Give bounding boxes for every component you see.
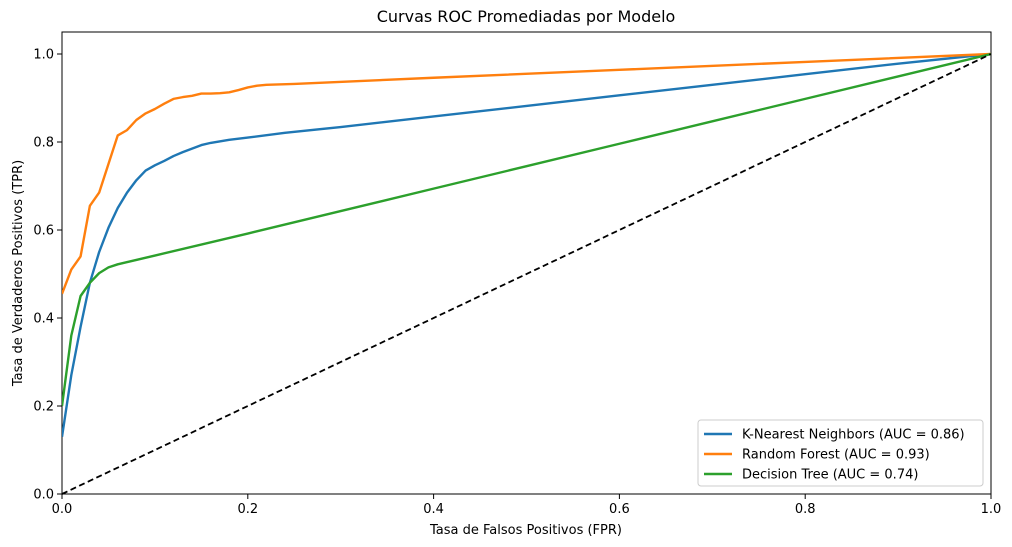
x-tick-label: 0.4 — [423, 502, 444, 517]
legend: K-Nearest Neighbors (AUC = 0.86) Random F… — [697, 419, 984, 487]
y-axis-label: Tasa de Verdaderos Positivos (TPR) — [11, 160, 26, 387]
series-line-2 — [62, 52, 991, 407]
y-tick-label: 0.4 — [33, 312, 54, 327]
chart-title: Curvas ROC Promediadas por Modelo — [377, 7, 676, 26]
x-tick-label: 0.6 — [609, 502, 630, 517]
legend-label-1: Random Forest (AUC = 0.93) — [742, 448, 930, 463]
axes-frame — [61, 31, 992, 495]
y-tick-label: 0.0 — [33, 488, 54, 503]
series-line-0 — [62, 52, 991, 437]
y-tick-label: 0.2 — [33, 400, 54, 415]
legend-label-2: Decision Tree (AUC = 0.74) — [742, 468, 918, 483]
x-axis-label: Tasa de Falsos Positivos (FPR) — [429, 523, 622, 538]
plot-area: 0.0 0.2 0.4 0.6 0.8 1.0 0.0 0.2 0.4 0.6 0.8 1.0 — [33, 31, 1002, 517]
y-tick-label: 0.8 — [33, 136, 54, 151]
legend-label-0: K-Nearest Neighbors (AUC = 0.86) — [742, 428, 965, 443]
series-line-1 — [62, 52, 991, 295]
reference-diagonal-line — [61, 53, 992, 495]
y-tick-label: 0.6 — [33, 224, 54, 239]
x-tick-label: 0.8 — [795, 502, 816, 517]
legend-box — [697, 419, 984, 487]
x-tick-label: 0.0 — [52, 502, 73, 517]
x-tick-label: 1.0 — [981, 502, 1002, 517]
x-tick-label: 0.2 — [237, 502, 258, 517]
y-tick-label: 1.0 — [33, 48, 54, 63]
